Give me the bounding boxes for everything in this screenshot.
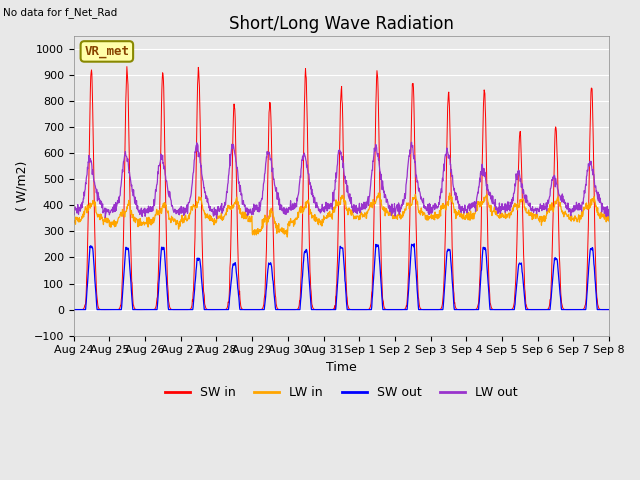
LW out xyxy=(408,139,415,145)
LW in xyxy=(425,215,433,221)
SW in xyxy=(123,64,131,70)
LW out xyxy=(212,216,220,221)
LW in xyxy=(70,218,77,224)
SW out xyxy=(425,307,433,312)
LW out xyxy=(70,210,77,216)
LW out xyxy=(495,209,503,215)
SW out xyxy=(70,307,77,312)
SW out xyxy=(410,241,418,247)
Title: Short/Long Wave Radiation: Short/Long Wave Radiation xyxy=(229,15,454,33)
LW in xyxy=(189,204,196,209)
Legend: SW in, LW in, SW out, LW out: SW in, LW in, SW out, LW out xyxy=(160,381,523,404)
SW out xyxy=(189,307,196,312)
LW in xyxy=(176,219,184,225)
LW out xyxy=(249,206,257,212)
SW out xyxy=(176,307,184,312)
SW in xyxy=(605,307,613,312)
LW out xyxy=(189,174,196,180)
Line: LW in: LW in xyxy=(74,193,609,237)
SW out xyxy=(605,307,613,312)
LW in xyxy=(543,212,550,218)
Line: SW out: SW out xyxy=(74,244,609,310)
LW out xyxy=(543,200,550,205)
LW in xyxy=(374,190,382,196)
LW out xyxy=(176,205,184,211)
LW in xyxy=(249,232,257,238)
SW in xyxy=(176,307,184,312)
LW in xyxy=(495,215,503,221)
SW in xyxy=(70,307,77,312)
Text: VR_met: VR_met xyxy=(84,45,129,58)
SW in xyxy=(249,307,257,312)
SW in xyxy=(189,290,197,296)
LW in xyxy=(284,234,291,240)
LW out xyxy=(425,212,433,217)
SW in xyxy=(495,307,502,312)
Line: LW out: LW out xyxy=(74,142,609,218)
SW out xyxy=(249,307,257,312)
SW in xyxy=(542,307,550,312)
Text: No data for f_Net_Rad: No data for f_Net_Rad xyxy=(3,7,118,18)
X-axis label: Time: Time xyxy=(326,361,356,374)
Line: SW in: SW in xyxy=(74,67,609,310)
LW out xyxy=(605,209,613,215)
SW out xyxy=(495,307,502,312)
LW in xyxy=(605,219,613,225)
SW in xyxy=(425,307,433,312)
SW out xyxy=(542,307,550,312)
Y-axis label: ( W/m2): ( W/m2) xyxy=(15,161,28,211)
